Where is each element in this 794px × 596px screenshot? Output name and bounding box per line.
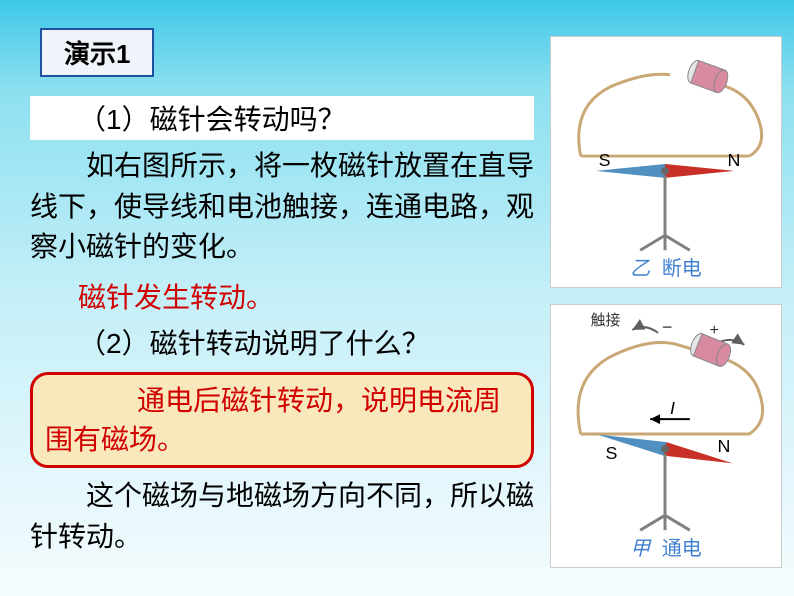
fig-bottom-state: 通电 — [662, 538, 702, 560]
wire-right — [720, 85, 762, 156]
fig-bottom-letter: 甲 — [630, 538, 650, 560]
label-n: N — [727, 150, 740, 170]
circuit-closed-svg: 触接 − + I S N — [551, 305, 781, 567]
highlight-text-line1 — [45, 381, 137, 420]
conclusion-text: 这个磁场与地磁场方向不同，所以磁针转动。 — [30, 476, 534, 557]
question-1: （1）磁针会转动吗？ — [30, 98, 534, 138]
demo-badge: 演示1 — [40, 28, 154, 77]
battery-icon — [688, 332, 734, 369]
wire-left — [579, 74, 670, 156]
fig-top-label: 乙 断电 — [551, 252, 781, 281]
current-label: I — [670, 398, 675, 418]
red-answer: 磁针发生转动。 — [30, 276, 534, 316]
compass-needle — [596, 164, 735, 178]
circuit-open-svg: S N — [551, 37, 781, 287]
question-2: （2）磁针转动说明了什么？ — [30, 322, 534, 362]
label-n: N — [718, 436, 731, 456]
stand-icon — [640, 176, 690, 250]
highlight-box: 通电后磁针转动，说明电流周围有磁场。 — [30, 372, 534, 468]
pos-label: + — [710, 322, 719, 339]
diagram-top: S N 乙 断电 — [550, 36, 782, 288]
fig-top-state: 断电 — [662, 258, 702, 280]
body-paragraph: 如右图所示，将一枚磁针放置在直导线下，使导线和电池触接，连通电路，观察小磁针的变… — [30, 146, 534, 268]
label-s: S — [599, 150, 611, 170]
wire-closed — [578, 343, 763, 434]
neg-label: − — [662, 317, 672, 337]
fig-top-letter: 乙 — [630, 258, 650, 280]
question-1-box: （1）磁针会转动吗？ — [30, 96, 534, 140]
stand-icon — [640, 454, 690, 530]
fig-bottom-label: 甲 通电 — [551, 532, 781, 561]
content-area: （1）磁针会转动吗？ 如右图所示，将一枚磁针放置在直导线下，使导线和电池触接，连… — [30, 96, 534, 557]
diagram-bottom: 触接 − + I S N 甲 — [550, 304, 782, 568]
battery-icon — [685, 59, 730, 95]
touch-label: 触接 — [591, 312, 621, 329]
label-s: S — [606, 443, 618, 463]
